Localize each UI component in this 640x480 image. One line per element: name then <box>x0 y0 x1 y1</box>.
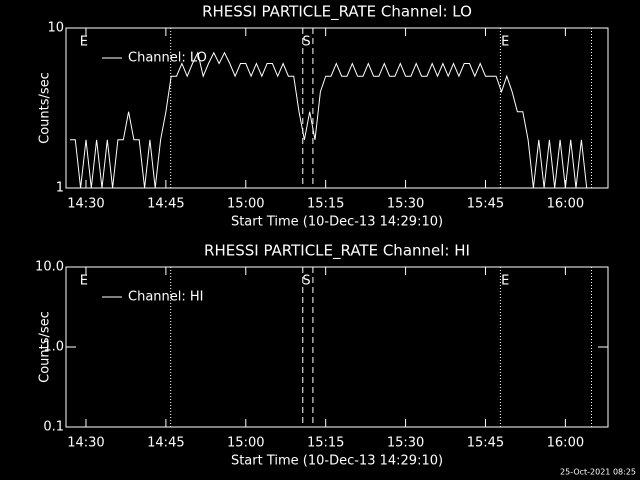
event-label: E <box>80 35 88 50</box>
x-tick-label: 15:45 <box>467 197 504 212</box>
legend-label: Channel: HI <box>128 290 204 305</box>
event-label: S <box>302 35 310 50</box>
x-axis-label: Start Time (10-Dec-13 14:29:10) <box>231 215 443 230</box>
y-tick-label: 1 <box>56 181 64 196</box>
x-tick-label: 15:15 <box>307 197 344 212</box>
event-label: E <box>501 35 509 50</box>
x-tick-label: 15:30 <box>387 436 424 451</box>
x-tick-label: 15:15 <box>307 436 344 451</box>
plot-frame <box>65 27 609 189</box>
y-axis-label: Counts/sec <box>38 311 53 383</box>
x-tick-label: 15:30 <box>387 197 424 212</box>
x-tick-label: 16:00 <box>547 436 584 451</box>
event-label: E <box>501 274 509 289</box>
legend-label: Channel: LO <box>128 51 207 66</box>
data-line <box>70 51 588 189</box>
y-tick-label: 0.1 <box>43 420 64 435</box>
x-tick-label: 14:30 <box>67 197 104 212</box>
x-tick-label: 15:45 <box>467 436 504 451</box>
x-tick-label: 14:45 <box>147 197 184 212</box>
x-axis-label: Start Time (10-Dec-13 14:29:10) <box>231 454 443 469</box>
chart-title: RHESSI PARTICLE_RATE Channel: LO <box>202 3 472 22</box>
x-tick-label: 16:00 <box>547 197 584 212</box>
x-tick-label: 14:45 <box>147 436 184 451</box>
y-axis-label: Counts/sec <box>38 72 53 144</box>
x-tick-label: 15:00 <box>227 436 264 451</box>
y-tick-label: 10 <box>47 21 64 36</box>
x-tick-label: 14:30 <box>67 436 104 451</box>
chart-title: RHESSI PARTICLE_RATE Channel: HI <box>204 242 470 261</box>
y-tick-label: 10.0 <box>35 260 64 275</box>
event-label: S <box>302 274 310 289</box>
y-tick-label: 1.0 <box>43 340 64 355</box>
footer: 25-Oct-2021 08:25 <box>560 468 636 477</box>
x-tick-label: 15:00 <box>227 197 264 212</box>
event-label: E <box>80 274 88 289</box>
